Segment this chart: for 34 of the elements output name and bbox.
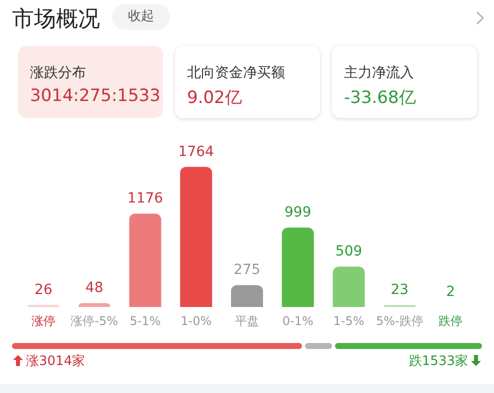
- x-tick-label: 平盘: [235, 314, 259, 328]
- x-tick-label: 跌停: [438, 314, 463, 328]
- text: 跌1533家: [408, 353, 468, 370]
- x-tick-label: 涨停: [31, 314, 56, 328]
- x-tick-label: 1-5%: [333, 314, 364, 328]
- text: 9.02亿: [187, 87, 242, 109]
- text: 涨3014家: [26, 353, 86, 370]
- text: 收起: [112, 4, 170, 30]
- data-label: 1176: [127, 190, 164, 207]
- data-label: 275: [234, 262, 260, 278]
- bar: [129, 214, 162, 307]
- bar: [282, 228, 314, 307]
- text: 北向资金净买额: [187, 64, 285, 82]
- data-label: 509: [335, 244, 362, 260]
- x-tick-label: 0-1%: [282, 314, 314, 328]
- text: 涨跌分布: [30, 64, 86, 82]
- x-tick-label: 5%-跌停: [376, 314, 424, 328]
- x-tick-label: 1-0%: [180, 314, 212, 328]
- data-label: 2: [446, 284, 456, 300]
- x-tick-label: 5-1%: [130, 314, 161, 328]
- bar: [180, 166, 212, 307]
- data-label: 999: [284, 204, 312, 221]
- text: -33.68亿: [344, 87, 416, 109]
- chart-title: 市场概况: [12, 6, 100, 34]
- text: 主力净流入: [344, 64, 414, 82]
- bar: [332, 266, 365, 307]
- bar: [78, 303, 110, 307]
- data-label: 26: [34, 282, 52, 298]
- data-label: 23: [390, 282, 409, 298]
- x-tick-label: 涨停-5%: [70, 314, 118, 328]
- text: 3014:275:1533: [30, 86, 160, 106]
- bar: [231, 285, 263, 307]
- data-label: 48: [85, 280, 104, 296]
- data-label: 1764: [178, 144, 214, 160]
